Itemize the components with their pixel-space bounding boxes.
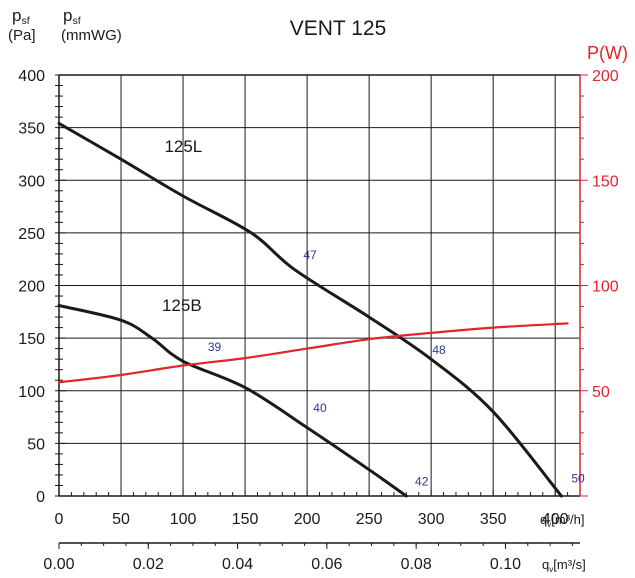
- x-tick-label: 400: [542, 511, 569, 528]
- curve-label: 125B: [162, 296, 202, 315]
- y-axis-unit-pa: (Pa]: [8, 27, 36, 44]
- x2-tick-label: 0.06: [311, 556, 342, 573]
- y2-tick-label: 150: [592, 173, 619, 190]
- axis-titles: psf(Pa]psf(mmWG)P(W)qv[m³/h]qv[m³/s]: [8, 6, 628, 574]
- plot-frame: [58, 74, 581, 549]
- y-tick-label: 250: [18, 226, 45, 243]
- x-tick-label: 50: [112, 511, 130, 528]
- grid-lines: [59, 75, 580, 496]
- y-tick-label: 50: [27, 436, 45, 453]
- series-line-125b: [57, 304, 408, 498]
- x-tick-label: 100: [170, 511, 197, 528]
- efficiency-label: 42: [415, 474, 429, 488]
- x2-tick-label: 0.00: [43, 556, 74, 573]
- x-tick-label: 200: [294, 511, 321, 528]
- y2-tick-label: 50: [592, 384, 610, 401]
- y-tick-label: 100: [18, 384, 45, 401]
- series-line-power: [57, 322, 569, 384]
- efficiency-label: 39: [208, 340, 222, 354]
- y2-tick-label: 200: [592, 68, 619, 85]
- x-tick-label: 300: [418, 511, 445, 528]
- y-axis-title-pa: psf: [12, 6, 30, 27]
- x2-axis-title: qv[m³/s]: [542, 557, 586, 574]
- y2-axis-title: P(W): [587, 43, 628, 63]
- y-tick-label: 400: [18, 68, 45, 85]
- x-tick-label: 250: [356, 511, 383, 528]
- efficiency-label: 50: [571, 471, 585, 485]
- x-tick-label: 350: [480, 511, 507, 528]
- y-axis-unit-mmwg: (mmWG): [61, 27, 122, 44]
- minor-ticks: [55, 74, 588, 546]
- y-tick-label: 200: [18, 279, 45, 296]
- efficiency-label: 48: [432, 343, 446, 357]
- chart-title: VENT 125: [290, 17, 387, 40]
- series-line-125l: [57, 121, 563, 498]
- x2-tick-label: 0.02: [133, 556, 164, 573]
- annotations: 125L 125B 47 39 48 40 42 50: [162, 137, 585, 489]
- efficiency-label: 40: [313, 401, 327, 415]
- tick-labels: 0 50 100 150 200 250 300 350 400 50 100 150 200 0 50 10…: [18, 68, 619, 573]
- y-tick-label: 150: [18, 331, 45, 348]
- curve-label: 125L: [164, 137, 202, 156]
- y-tick-label: 350: [18, 121, 45, 138]
- x-tick-label: 150: [232, 511, 259, 528]
- y-tick-label: 0: [36, 489, 45, 506]
- y2-tick-label: 100: [592, 279, 619, 296]
- x-axis-title: qv[m³/h]: [540, 512, 585, 529]
- x-tick-label: 0: [55, 511, 64, 528]
- x2-tick-label: 0.04: [222, 556, 253, 573]
- y-tick-label: 300: [18, 173, 45, 190]
- series-lines: [57, 121, 569, 498]
- y-axis-title-mmwg: psf: [63, 6, 81, 27]
- x2-tick-label: 0.08: [401, 556, 432, 573]
- efficiency-label: 47: [303, 248, 317, 262]
- x2-tick-label: 0.10: [490, 556, 521, 573]
